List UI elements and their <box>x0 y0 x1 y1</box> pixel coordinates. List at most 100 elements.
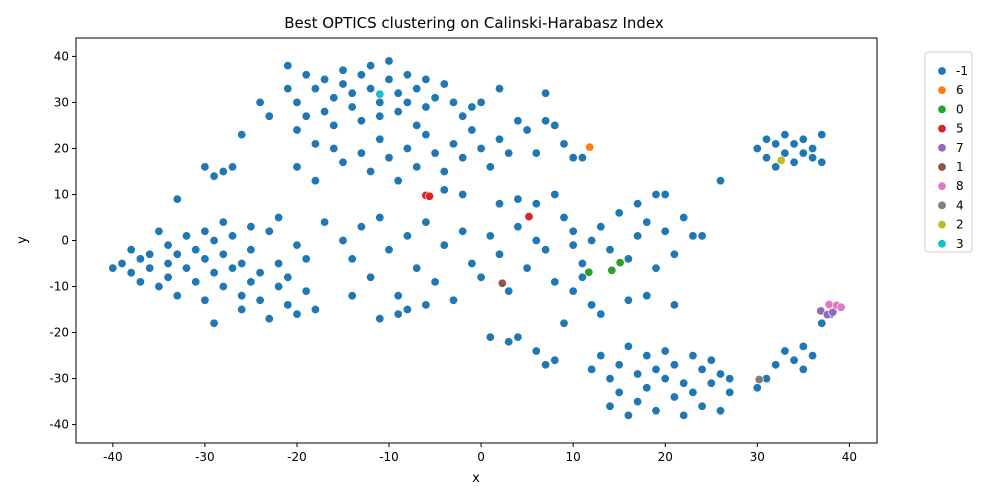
point-cluster--1-237 <box>798 134 808 144</box>
point-cluster--1-39 <box>264 226 274 236</box>
y-tick-label-1: -30 <box>49 372 69 386</box>
point-cluster--1-199 <box>605 401 615 411</box>
point-cluster--1-226 <box>587 364 597 374</box>
point-cluster--1-46 <box>292 309 302 319</box>
point-cluster-4-0 <box>754 374 764 384</box>
point-cluster--1-234 <box>789 157 799 167</box>
x-tick-label-8: 40 <box>842 450 857 464</box>
point-cluster--1-185 <box>651 263 661 273</box>
point-cluster--1-125 <box>310 176 320 186</box>
point-cluster-5-2 <box>524 212 534 222</box>
legend-marker-7 <box>937 143 947 153</box>
point-cluster--1-102 <box>384 153 394 163</box>
point-cluster--1-143 <box>476 272 486 282</box>
point-cluster--1-25 <box>218 281 228 291</box>
point-cluster--1-243 <box>752 383 762 393</box>
point-cluster--1-108 <box>439 167 449 177</box>
point-cluster--1-111 <box>467 125 477 135</box>
point-cluster--1-88 <box>421 74 431 84</box>
point-cluster--1-184 <box>642 217 652 227</box>
point-cluster--1-74 <box>356 116 366 126</box>
point-cluster--1-251 <box>817 318 827 328</box>
point-cluster--1-107 <box>430 148 440 158</box>
point-cluster--1-190 <box>697 231 707 241</box>
point-cluster--1-61 <box>292 125 302 135</box>
point-cluster--1-211 <box>660 374 670 384</box>
point-cluster--1-91 <box>439 79 449 89</box>
point-cluster--1-38 <box>264 314 274 324</box>
point-cluster--1-7 <box>145 263 155 273</box>
point-cluster--1-157 <box>494 199 504 209</box>
point-cluster--1-96 <box>494 84 504 94</box>
plot-marks <box>108 56 846 420</box>
legend-marker-3 <box>937 239 947 249</box>
point-cluster--1-142 <box>467 258 477 268</box>
point-cluster--1-247 <box>789 355 799 365</box>
legend-label-7: 7 <box>956 141 964 155</box>
point-cluster--1-47 <box>301 254 311 264</box>
point-cluster--1-50 <box>200 162 210 172</box>
y-tick-label-5: 10 <box>54 187 69 201</box>
point-cluster--1-158 <box>458 190 468 200</box>
point-cluster--1-240 <box>817 130 827 140</box>
y-tick-label-0: -40 <box>49 418 69 432</box>
point-cluster-8-2 <box>836 302 846 312</box>
point-cluster--1-76 <box>366 61 376 71</box>
x-tick-label-7: 30 <box>750 450 765 464</box>
point-cluster--1-66 <box>320 107 330 117</box>
point-cluster--1-117 <box>522 125 532 135</box>
point-cluster--1-123 <box>577 153 587 163</box>
point-cluster--1-144 <box>485 231 495 241</box>
point-cluster-8-0 <box>824 299 834 309</box>
point-cluster--1-224 <box>725 374 735 384</box>
point-cluster--1-215 <box>679 378 689 388</box>
point-cluster--1-33 <box>246 277 256 287</box>
point-cluster--1-104 <box>402 144 412 154</box>
point-cluster--1-223 <box>715 406 725 416</box>
point-cluster--1-151 <box>550 277 560 287</box>
point-cluster--1-129 <box>347 254 357 264</box>
legend-label-8: 8 <box>956 179 964 193</box>
point-cluster--1-89 <box>421 102 431 112</box>
point-cluster--1-195 <box>642 291 652 301</box>
point-cluster--1-13 <box>172 291 182 301</box>
point-cluster--1-180 <box>605 245 615 255</box>
point-cluster--1-164 <box>402 304 412 314</box>
y-axis-label: y <box>15 236 30 244</box>
point-cluster--1-135 <box>402 231 412 241</box>
point-cluster--1-210 <box>660 346 670 356</box>
point-cluster--1-139 <box>439 240 449 250</box>
point-cluster--1-167 <box>513 332 523 342</box>
point-cluster--1-48 <box>301 286 311 296</box>
point-cluster--1-217 <box>688 387 698 397</box>
point-cluster--1-106 <box>421 130 431 140</box>
point-cluster--1-230 <box>771 162 781 172</box>
point-cluster--1-131 <box>366 272 376 282</box>
point-cluster--1-41 <box>274 281 284 291</box>
x-tick-label-1: -30 <box>195 450 215 464</box>
point-cluster--1-196 <box>669 300 679 310</box>
point-cluster--1-178 <box>587 236 597 246</box>
point-cluster--1-219 <box>697 401 707 411</box>
point-cluster--1-77 <box>366 84 376 94</box>
point-cluster--1-140 <box>448 295 458 305</box>
point-cluster--1-79 <box>375 111 385 121</box>
x-tick-label-5: 10 <box>566 450 581 464</box>
point-cluster--1-6 <box>145 249 155 259</box>
point-cluster--1-147 <box>513 222 523 232</box>
point-cluster--1-55 <box>172 194 182 204</box>
point-cluster--1-220 <box>706 355 716 365</box>
point-cluster--1-17 <box>191 277 201 287</box>
legend-marker-2 <box>937 220 947 230</box>
point-cluster--1-208 <box>651 364 661 374</box>
point-cluster--1-149 <box>531 236 541 246</box>
point-cluster--1-94 <box>467 102 477 112</box>
point-cluster--1-170 <box>550 355 560 365</box>
point-cluster--1-84 <box>402 70 412 80</box>
point-cluster--1-101 <box>375 134 385 144</box>
legend-label--1: -1 <box>956 64 968 78</box>
point-cluster--1-130 <box>356 222 366 232</box>
point-cluster--1-242 <box>715 176 725 186</box>
point-cluster--1-145 <box>494 249 504 259</box>
y-tick-label-6: 20 <box>54 141 69 155</box>
